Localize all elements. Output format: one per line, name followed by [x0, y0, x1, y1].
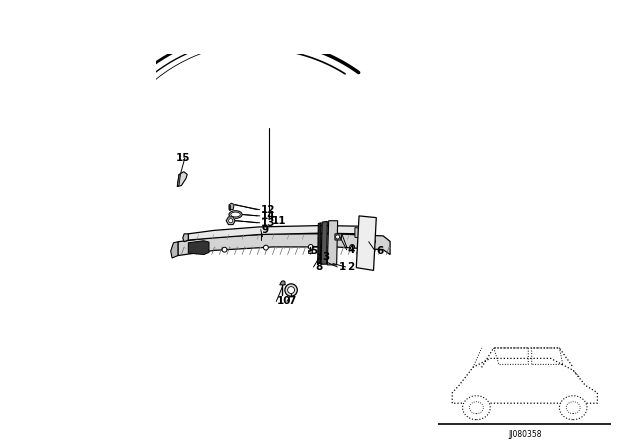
Polygon shape — [177, 174, 180, 186]
Text: 6: 6 — [376, 246, 383, 256]
Circle shape — [285, 284, 298, 296]
Text: 14: 14 — [260, 211, 275, 221]
Polygon shape — [280, 281, 285, 285]
Polygon shape — [327, 221, 338, 265]
Polygon shape — [171, 242, 178, 258]
Polygon shape — [356, 216, 376, 271]
Polygon shape — [226, 217, 236, 224]
Text: 11: 11 — [272, 216, 287, 226]
Polygon shape — [177, 172, 188, 186]
Text: 7: 7 — [288, 297, 295, 306]
Text: 4: 4 — [348, 245, 355, 255]
Circle shape — [349, 245, 355, 250]
Text: 15: 15 — [176, 153, 191, 163]
Text: 1: 1 — [339, 262, 346, 272]
Circle shape — [308, 245, 313, 250]
Polygon shape — [188, 225, 369, 240]
Circle shape — [470, 402, 483, 414]
Circle shape — [287, 287, 294, 293]
Circle shape — [222, 247, 227, 252]
Polygon shape — [355, 228, 362, 238]
Polygon shape — [335, 234, 342, 240]
Ellipse shape — [229, 211, 242, 218]
Circle shape — [463, 396, 490, 420]
Circle shape — [264, 245, 268, 250]
Ellipse shape — [231, 212, 241, 217]
Text: 5: 5 — [310, 246, 317, 256]
Text: 13: 13 — [260, 218, 275, 228]
Circle shape — [566, 402, 580, 414]
Polygon shape — [321, 221, 327, 264]
Text: 2: 2 — [347, 262, 354, 272]
Polygon shape — [183, 234, 188, 242]
Polygon shape — [308, 250, 312, 253]
Circle shape — [228, 219, 233, 223]
Circle shape — [559, 396, 587, 420]
Polygon shape — [188, 241, 209, 254]
Text: 8: 8 — [315, 262, 322, 272]
Polygon shape — [317, 223, 321, 263]
Polygon shape — [229, 203, 234, 210]
Polygon shape — [178, 234, 390, 255]
Text: 10: 10 — [277, 297, 292, 306]
Circle shape — [335, 235, 340, 239]
Polygon shape — [229, 205, 230, 210]
Text: JJ080358: JJ080358 — [508, 430, 541, 439]
Text: 9: 9 — [262, 225, 269, 235]
Text: 12: 12 — [260, 205, 275, 215]
Text: 3: 3 — [323, 252, 330, 262]
